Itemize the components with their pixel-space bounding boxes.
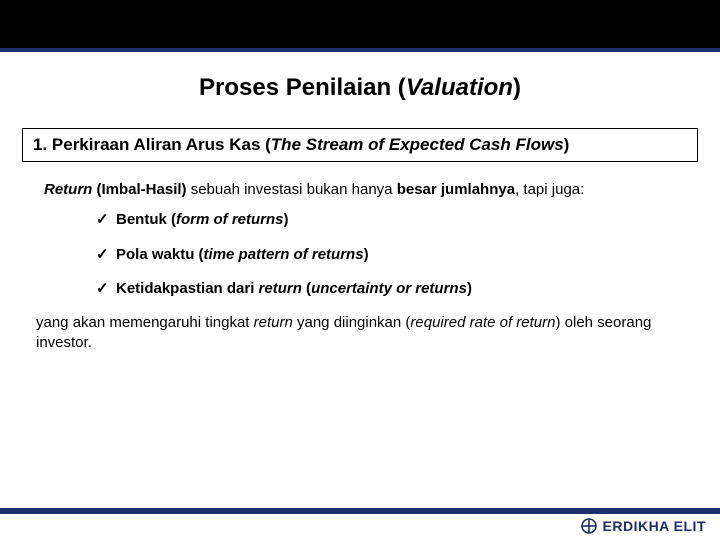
intro-paragraph: Return (Imbal-Hasil) sebuah investasi bu… bbox=[44, 180, 686, 200]
bullet-paren-open: ( bbox=[302, 280, 311, 297]
title-plain: Proses Penilaian ( bbox=[199, 74, 406, 101]
intro-return: Return bbox=[44, 181, 92, 198]
slide-title: Proses Penilaian (Valuation) bbox=[0, 74, 720, 102]
closing-i2: required rate of return bbox=[410, 314, 555, 331]
bullet-italic-paren: uncertainty or returns bbox=[311, 280, 467, 297]
intro-mid: sebuah investasi bukan hanya bbox=[187, 181, 397, 198]
section-prefix: 1. Perkiraan Aliran Arus Kas ( bbox=[33, 135, 271, 154]
closing-p2: yang diinginkan ( bbox=[293, 314, 411, 331]
section-close: ) bbox=[564, 135, 570, 154]
intro-imbal: (Imbal-Hasil) bbox=[92, 181, 186, 198]
intro-boldtail: besar jumlahnya bbox=[397, 181, 515, 198]
section-heading-box: 1. Perkiraan Aliran Arus Kas (The Stream… bbox=[22, 128, 698, 162]
bullet-italic: time pattern of returns bbox=[204, 246, 364, 263]
top-band bbox=[0, 0, 720, 52]
intro-tail: , tapi juga: bbox=[515, 181, 584, 198]
bullet-item: ✓Pola waktu (time pattern of returns) bbox=[96, 245, 686, 265]
body-area: Return (Imbal-Hasil) sebuah investasi bu… bbox=[44, 180, 686, 354]
bullet-item: ✓Ketidakpastian dari return (uncertainty… bbox=[96, 279, 686, 299]
bullet-close: ) bbox=[467, 280, 472, 297]
bullet-close: ) bbox=[364, 246, 369, 263]
footer-band bbox=[0, 508, 720, 514]
bullet-label: Pola waktu ( bbox=[116, 246, 204, 263]
section-italic: The Stream of Expected Cash Flows bbox=[271, 135, 564, 154]
title-close: ) bbox=[513, 74, 521, 101]
bullet-marker-icon: ✓ bbox=[96, 210, 116, 230]
title-italic: Valuation bbox=[406, 74, 513, 101]
bullet-marker-icon: ✓ bbox=[96, 245, 116, 265]
closing-paragraph: yang akan memengaruhi tingkat return yan… bbox=[36, 313, 686, 354]
brand-text: ERDIKHA ELIT bbox=[603, 518, 706, 534]
footer-brand: ERDIKHA ELIT bbox=[581, 518, 706, 534]
bullet-italic: form of returns bbox=[176, 211, 284, 228]
bullet-italic-lead: return bbox=[259, 280, 302, 297]
bullet-label: Bentuk ( bbox=[116, 211, 176, 228]
brand-logo-icon bbox=[581, 518, 597, 534]
closing-i1: return bbox=[254, 314, 293, 331]
bullet-marker-icon: ✓ bbox=[96, 279, 116, 299]
bullet-label: Ketidakpastian dari bbox=[116, 280, 259, 297]
bullet-close: ) bbox=[284, 211, 289, 228]
closing-p1: yang akan memengaruhi tingkat bbox=[36, 314, 254, 331]
bullet-item: ✓Bentuk (form of returns) bbox=[96, 210, 686, 230]
